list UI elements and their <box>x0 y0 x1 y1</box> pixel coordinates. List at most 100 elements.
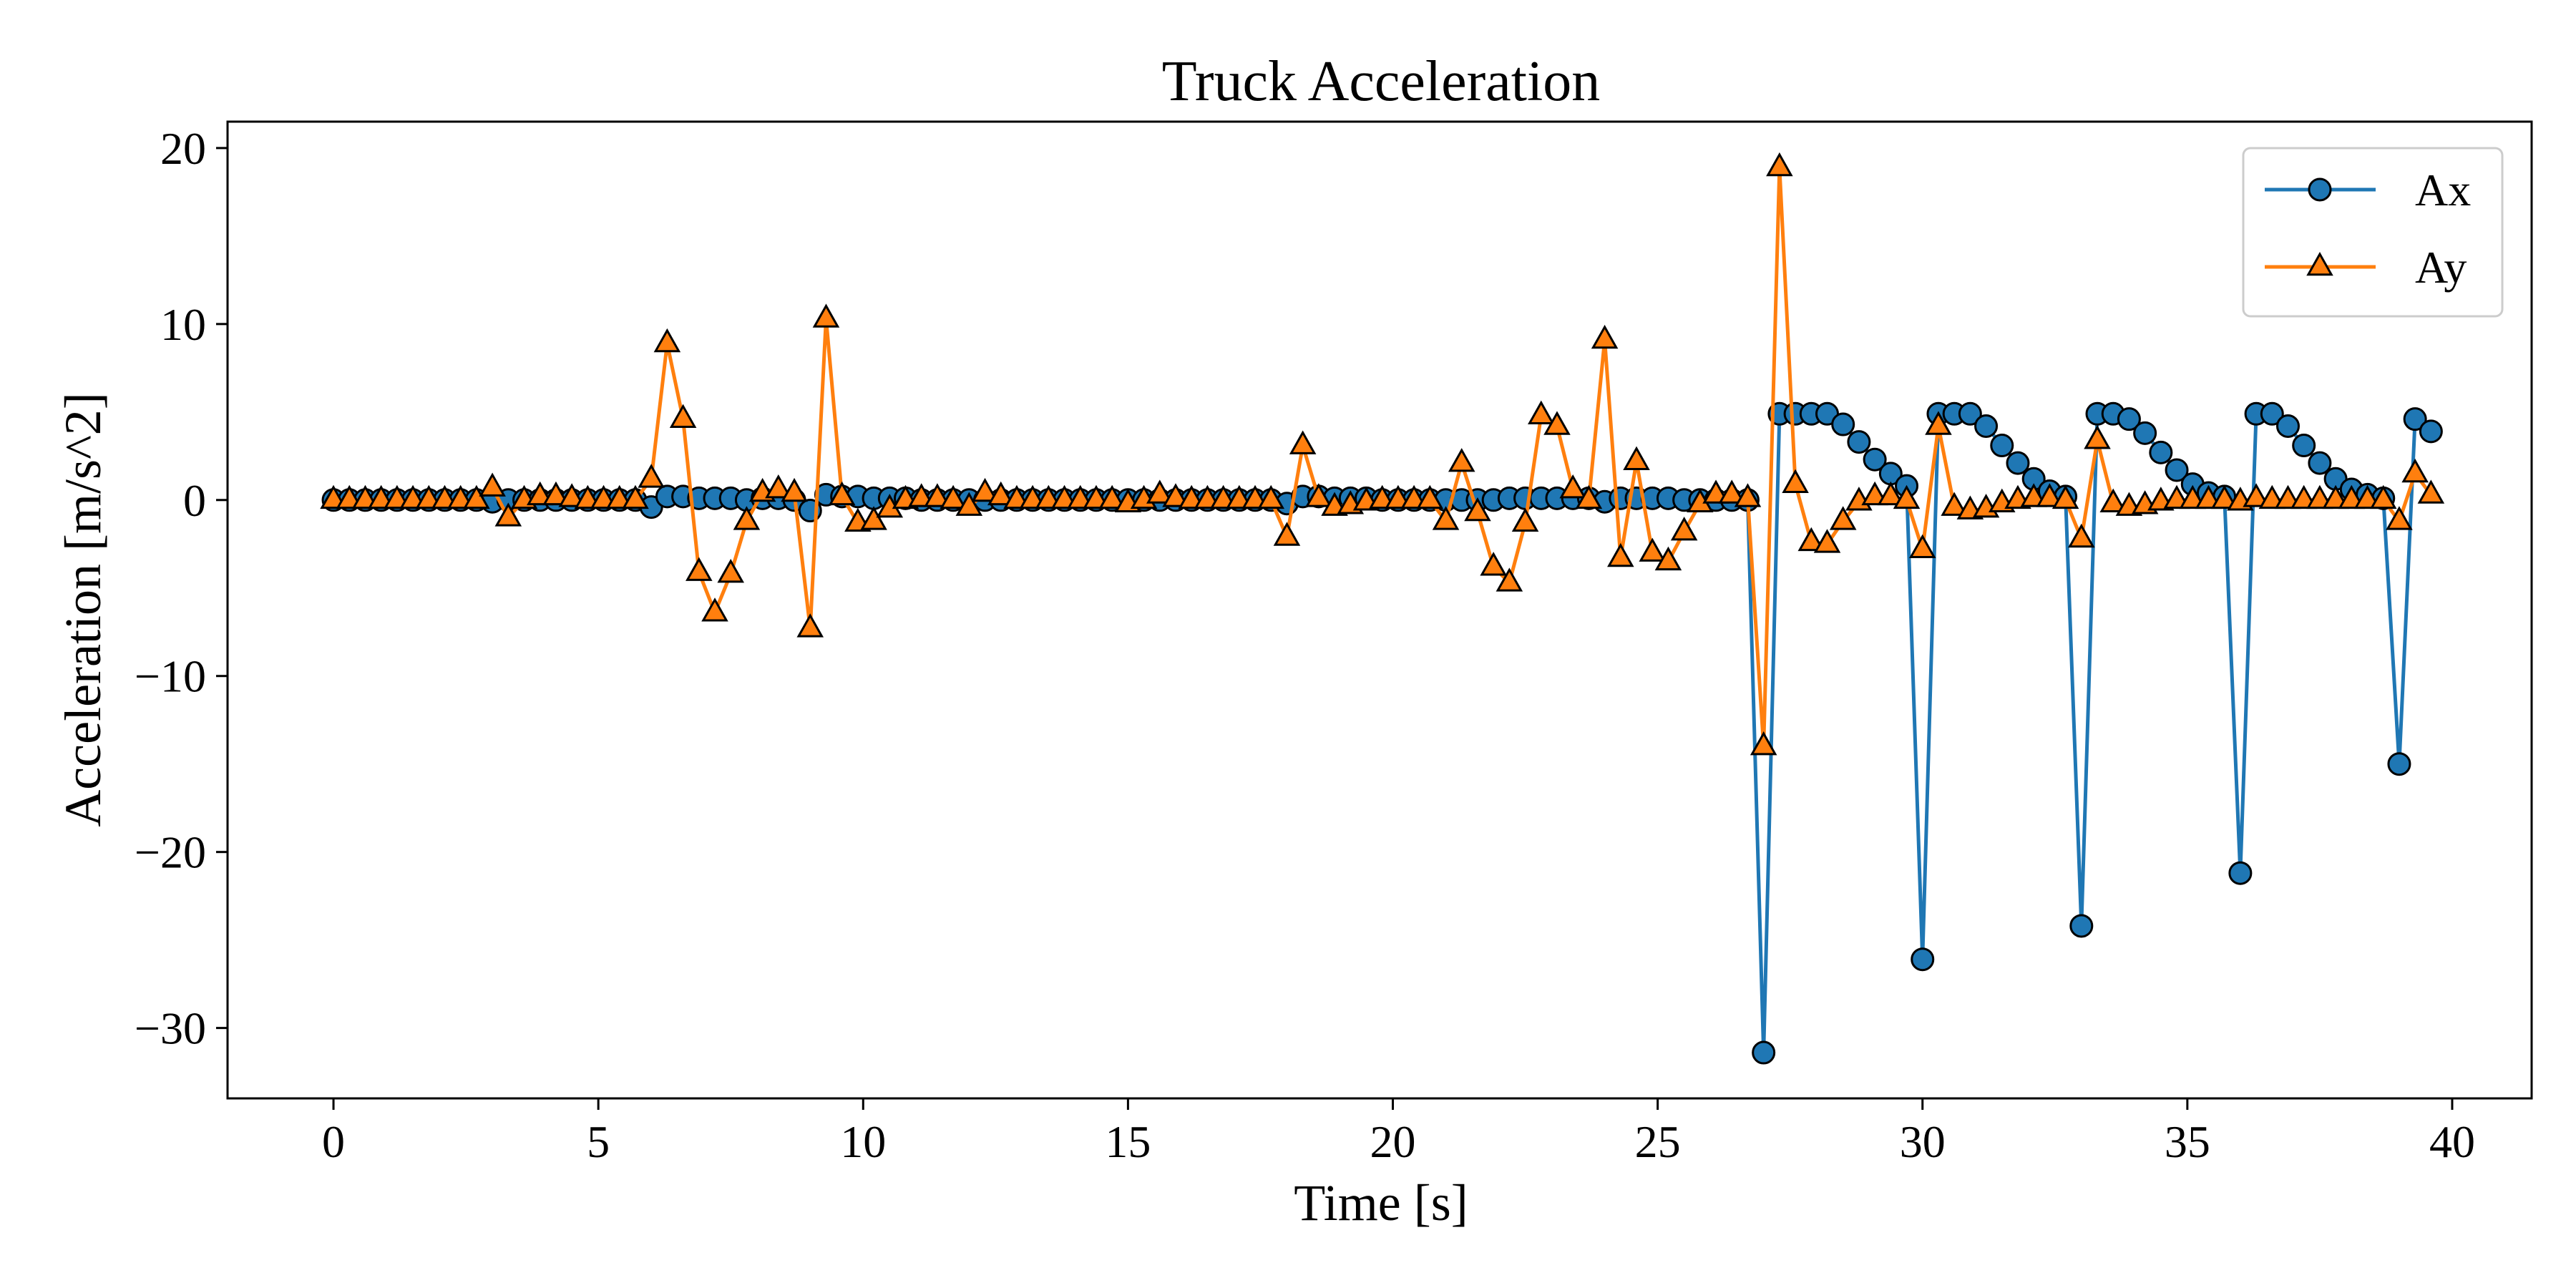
x-tick-label: 35 <box>2165 1116 2210 1167</box>
data-point-ay <box>2210 484 2238 509</box>
data-point-ay <box>1511 507 1539 532</box>
data-point-ay <box>971 477 999 502</box>
legend-entry-ay: Ay <box>2265 242 2467 293</box>
chart-title: Truck Acceleration <box>1162 50 1600 113</box>
data-point-ay <box>1385 484 1412 509</box>
x-tick-label: 30 <box>1900 1116 1946 1167</box>
data-point-ax <box>2260 401 2284 426</box>
x-axis: 0 5 10 15 20 25 30 35 40 <box>322 1098 2475 1167</box>
y-tick-label: −10 <box>135 651 206 702</box>
data-point-ay <box>1464 497 1491 522</box>
series-layer <box>320 152 2445 1065</box>
data-point-ay <box>924 483 951 507</box>
data-point-ay <box>1178 484 1205 509</box>
data-point-ay <box>606 484 633 509</box>
x-tick-label: 15 <box>1105 1116 1151 1167</box>
data-point-ay <box>940 484 967 509</box>
data-point-ax <box>2228 861 2253 885</box>
data-point-ay <box>574 484 602 509</box>
data-point-ay <box>733 506 761 530</box>
data-point-ay <box>1083 484 1110 509</box>
data-point-ay <box>2036 483 2064 507</box>
data-point-ay <box>1257 484 1285 509</box>
data-point-ay <box>1734 483 1762 507</box>
data-point-ay <box>2417 479 2445 504</box>
data-point-ay <box>955 492 983 516</box>
data-point-ay <box>2258 484 2286 509</box>
data-point-ay <box>2369 484 2397 509</box>
data-point-ay <box>1162 483 1189 507</box>
data-point-ay <box>1591 324 1619 349</box>
y-tick-label: 10 <box>160 299 206 350</box>
data-point-ay <box>622 484 649 509</box>
data-point-ay <box>1416 484 1444 509</box>
data-point-ay <box>1829 506 1857 530</box>
data-point-ay <box>1146 479 1174 504</box>
data-point-ay <box>1019 484 1046 509</box>
data-point-ay <box>2163 484 2190 509</box>
data-point-ay <box>526 481 554 506</box>
data-point-ay <box>384 484 411 509</box>
data-point-ay <box>781 477 808 502</box>
data-point-ay <box>479 472 506 497</box>
data-point-ay <box>2290 484 2318 509</box>
data-point-ay <box>2243 483 2270 507</box>
data-point-ay <box>1480 552 1507 576</box>
data-point-ay <box>1766 152 1793 177</box>
data-point-ay <box>399 484 426 509</box>
data-point-ay <box>2068 523 2095 548</box>
x-tick-label: 25 <box>1635 1116 1681 1167</box>
data-point-ax <box>1974 414 1999 438</box>
data-point-ax <box>1831 412 1855 436</box>
data-point-ax <box>2117 407 2141 431</box>
data-point-ay <box>638 464 665 488</box>
data-point-ay <box>860 506 887 530</box>
data-point-ay <box>1289 430 1317 454</box>
series-ay <box>320 152 2445 756</box>
data-point-ay <box>669 404 697 428</box>
data-point-ay <box>1861 481 1888 506</box>
data-point-ay <box>1528 400 1555 425</box>
data-point-ay <box>1543 411 1571 435</box>
legend-label: Ax <box>2415 165 2471 215</box>
data-point-ay <box>1194 484 1221 509</box>
data-point-ay <box>590 484 618 509</box>
data-point-ay <box>2084 425 2111 449</box>
data-point-ay <box>1226 484 1253 509</box>
y-axis: 20 10 0 −10 −20 −30 <box>135 123 228 1054</box>
y-axis-label: Acceleration [m/s^2] <box>54 392 112 827</box>
data-point-ay <box>1496 567 1523 592</box>
plot-frame <box>226 120 2533 1100</box>
data-point-ay <box>1941 492 1968 516</box>
data-point-ax <box>2292 434 2316 458</box>
data-point-ay <box>2195 484 2223 509</box>
data-point-ay <box>2306 484 2333 509</box>
legend-entry-ax: Ax <box>2265 165 2471 215</box>
data-point-ay <box>1782 469 1809 493</box>
data-point-ax <box>2133 421 2157 445</box>
legend-marker-triangle <box>2306 251 2333 276</box>
data-point-ay <box>2099 488 2127 513</box>
data-point-ay <box>1400 484 1428 509</box>
x-tick-label: 0 <box>322 1116 345 1167</box>
data-point-ay <box>1098 484 1126 509</box>
y-tick-label: 20 <box>160 123 206 174</box>
data-point-ax <box>2308 451 2332 475</box>
data-point-ay <box>1893 484 1921 509</box>
data-point-ay <box>1575 484 1603 509</box>
data-point-ay <box>2051 484 2079 509</box>
data-point-ay <box>2386 506 2413 530</box>
data-point-ay <box>653 328 681 353</box>
data-point-ay <box>2274 484 2302 509</box>
data-point-ay <box>1670 516 1698 541</box>
data-point-ay <box>1067 484 1094 509</box>
y-tick-label: 0 <box>183 475 206 526</box>
x-tick-label: 20 <box>1370 1116 1416 1167</box>
data-point-ay <box>1209 484 1237 509</box>
data-point-ay <box>415 484 443 509</box>
data-point-ax <box>2149 440 2173 464</box>
data-point-ax <box>1863 447 1887 472</box>
data-point-ay <box>1623 446 1650 470</box>
